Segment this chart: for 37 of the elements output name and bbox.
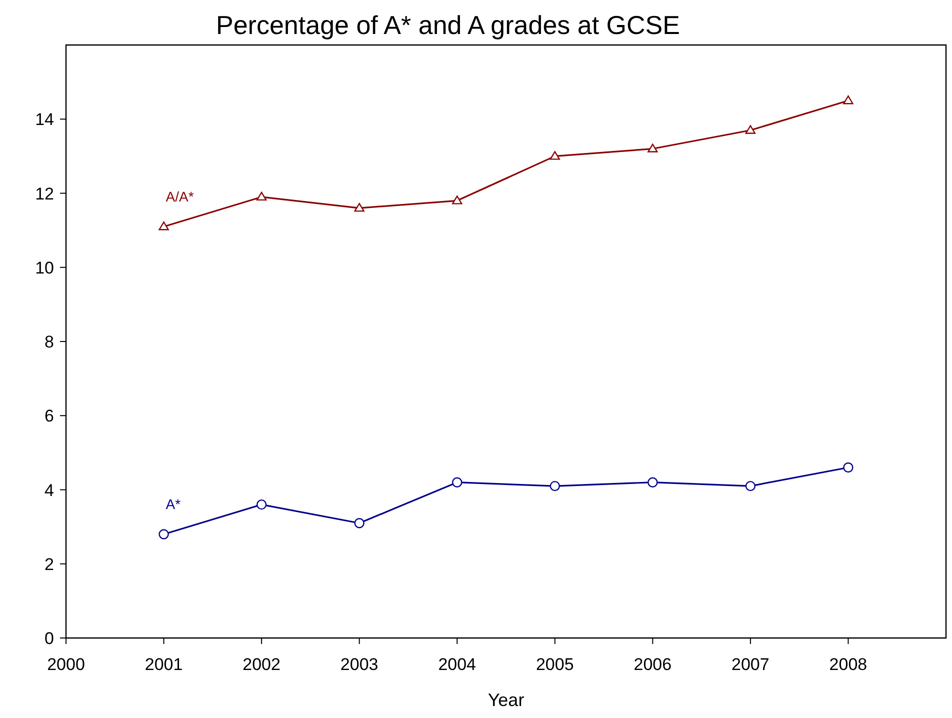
point [452, 477, 462, 488]
series-label: A* [166, 496, 182, 512]
point [550, 480, 560, 492]
point [158, 529, 169, 540]
x-tick-label: 2004 [438, 655, 476, 674]
x-tick-label: 2003 [340, 655, 378, 674]
point [745, 480, 756, 492]
x-tick-label: 2005 [536, 655, 574, 674]
point [354, 202, 364, 212]
y-tick-label: 14 [35, 110, 54, 130]
series-label: A/A* [166, 188, 194, 205]
x-tick-label: 2002 [242, 655, 280, 674]
x-tick-label: 2000 [47, 655, 85, 674]
y-tick-label: 8 [44, 332, 54, 352]
y-tick-label: 4 [44, 480, 54, 500]
point [256, 499, 267, 510]
point [452, 196, 462, 204]
x-axis-title: Year [488, 690, 524, 710]
point [256, 192, 267, 201]
point [843, 95, 854, 104]
point [354, 518, 364, 528]
chart-title: Percentage of A* and A grades at GCSE [215, 10, 681, 41]
point [158, 222, 169, 230]
point [648, 477, 658, 488]
x-tick-label: 2008 [829, 655, 868, 674]
point [550, 151, 560, 160]
x-tick-label: 2001 [144, 655, 183, 674]
x-tick-label: 2006 [634, 655, 672, 674]
point [745, 125, 756, 134]
y-tick-label: 6 [44, 406, 54, 426]
y-tick-label: 12 [35, 184, 54, 204]
y-tick-label: 2 [44, 554, 54, 574]
point [648, 144, 658, 152]
point [843, 462, 854, 473]
y-tick-label: 0 [44, 629, 54, 648]
x-tick-label: 2007 [732, 655, 770, 674]
y-tick-label: 10 [35, 258, 54, 278]
